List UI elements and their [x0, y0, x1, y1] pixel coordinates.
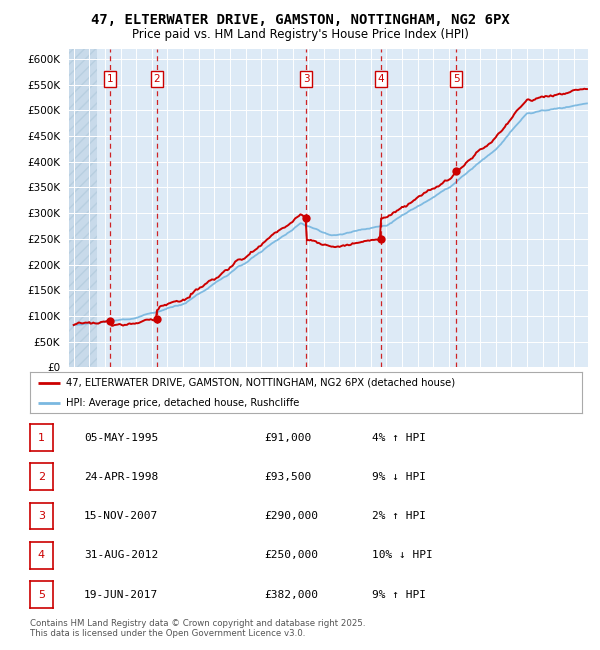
Bar	[69, 49, 97, 367]
Text: 4: 4	[378, 74, 385, 84]
Text: 47, ELTERWATER DRIVE, GAMSTON, NOTTINGHAM, NG2 6PX (detached house): 47, ELTERWATER DRIVE, GAMSTON, NOTTINGHA…	[66, 378, 455, 387]
Text: 05-MAY-1995: 05-MAY-1995	[84, 433, 158, 443]
Text: 3: 3	[303, 74, 310, 84]
Text: 1: 1	[107, 74, 113, 84]
Text: 9% ↑ HPI: 9% ↑ HPI	[372, 590, 426, 599]
Text: 1: 1	[38, 433, 45, 443]
Text: 19-JUN-2017: 19-JUN-2017	[84, 590, 158, 599]
Text: 2: 2	[154, 74, 160, 84]
Text: Contains HM Land Registry data © Crown copyright and database right 2025.
This d: Contains HM Land Registry data © Crown c…	[30, 619, 365, 638]
Text: 5: 5	[38, 590, 45, 599]
Text: 15-NOV-2007: 15-NOV-2007	[84, 511, 158, 521]
Text: HPI: Average price, detached house, Rushcliffe: HPI: Average price, detached house, Rush…	[66, 398, 299, 408]
Text: £250,000: £250,000	[264, 551, 318, 560]
Text: 24-APR-1998: 24-APR-1998	[84, 472, 158, 482]
Text: £93,500: £93,500	[264, 472, 311, 482]
Text: 9% ↓ HPI: 9% ↓ HPI	[372, 472, 426, 482]
Text: 47, ELTERWATER DRIVE, GAMSTON, NOTTINGHAM, NG2 6PX: 47, ELTERWATER DRIVE, GAMSTON, NOTTINGHA…	[91, 13, 509, 27]
Text: 2% ↑ HPI: 2% ↑ HPI	[372, 511, 426, 521]
Text: £382,000: £382,000	[264, 590, 318, 599]
Text: 4: 4	[38, 551, 45, 560]
Text: 4% ↑ HPI: 4% ↑ HPI	[372, 433, 426, 443]
Text: 2: 2	[38, 472, 45, 482]
Text: Price paid vs. HM Land Registry's House Price Index (HPI): Price paid vs. HM Land Registry's House …	[131, 28, 469, 41]
Text: 31-AUG-2012: 31-AUG-2012	[84, 551, 158, 560]
Text: £91,000: £91,000	[264, 433, 311, 443]
Text: 10% ↓ HPI: 10% ↓ HPI	[372, 551, 433, 560]
Text: £290,000: £290,000	[264, 511, 318, 521]
Text: 5: 5	[453, 74, 460, 84]
Text: 3: 3	[38, 511, 45, 521]
